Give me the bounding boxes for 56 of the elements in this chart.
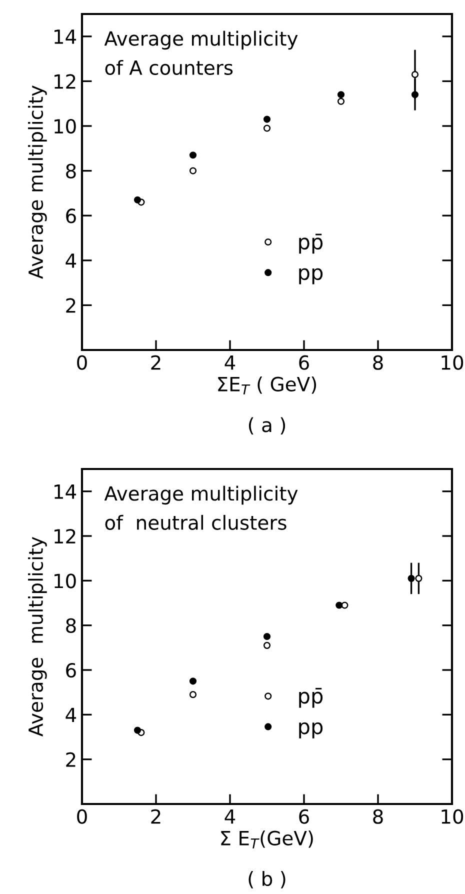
point <box>341 602 348 609</box>
text: ( b ) <box>248 871 286 888</box>
y-tick-label: 4 <box>66 708 76 722</box>
y-tick-label: 10 <box>54 118 76 134</box>
y-tick-label: 8 <box>66 618 76 633</box>
y-tick-label: 12 <box>54 74 76 89</box>
point <box>263 632 271 640</box>
point <box>263 116 271 123</box>
y-tick-label: 14 <box>54 484 76 499</box>
point <box>408 574 415 582</box>
point <box>189 167 197 174</box>
legend-label: pp̄ <box>299 688 323 708</box>
x-tick-label: 0 <box>77 809 87 824</box>
point <box>189 152 197 159</box>
point <box>134 196 142 204</box>
annotation: Average multiplicity of A counters <box>104 30 298 76</box>
x-tick-label: 10 <box>442 355 464 370</box>
x-tick-label: 0 <box>77 355 87 370</box>
point <box>263 642 271 649</box>
legend-label: pp̄ <box>299 234 323 254</box>
point <box>337 91 345 98</box>
x-axis-title: Σ E$_{T}$(GeV) <box>221 830 313 848</box>
y-tick-label: 4 <box>66 254 76 268</box>
point <box>189 678 197 685</box>
x-tick-label: 2 <box>151 809 160 824</box>
point <box>415 574 422 582</box>
y-tick-label: 2 <box>66 298 76 313</box>
point <box>337 98 345 105</box>
y-tick-label: 6 <box>66 208 76 224</box>
point <box>189 691 197 698</box>
point <box>411 70 419 78</box>
y-tick-label: 10 <box>54 574 76 588</box>
y-tick-label: 8 <box>66 164 76 178</box>
x-tick-label: 6 <box>299 355 309 370</box>
x-tick-label: 4 <box>224 809 236 824</box>
y-tick-label: 2 <box>66 752 76 767</box>
x-tick-label: 8 <box>373 355 383 370</box>
legend-label: pp <box>299 268 323 284</box>
point <box>134 726 142 734</box>
point <box>411 91 419 98</box>
y-axis-title: Average multiplicity <box>28 86 47 279</box>
point <box>263 124 271 132</box>
y-axis-title: Average multiplicity <box>28 536 47 736</box>
y-tick-label: 6 <box>66 662 76 678</box>
y-tick-label: 14 <box>54 30 76 44</box>
legend-label: pp <box>299 722 323 738</box>
y-tick-label: 12 <box>54 528 76 544</box>
x-axis-title: ΣE$_{T}$ ( GeV) <box>218 376 316 394</box>
annotation: Average multiplicity of neutral clusters <box>104 486 298 530</box>
point <box>336 602 343 609</box>
x-tick-label: 4 <box>224 355 236 370</box>
text: ( a ) <box>248 417 286 435</box>
x-tick-label: 8 <box>373 809 383 824</box>
x-tick-label: 2 <box>151 355 160 370</box>
x-tick-label: 10 <box>442 809 464 824</box>
x-tick-label: 6 <box>299 809 309 824</box>
